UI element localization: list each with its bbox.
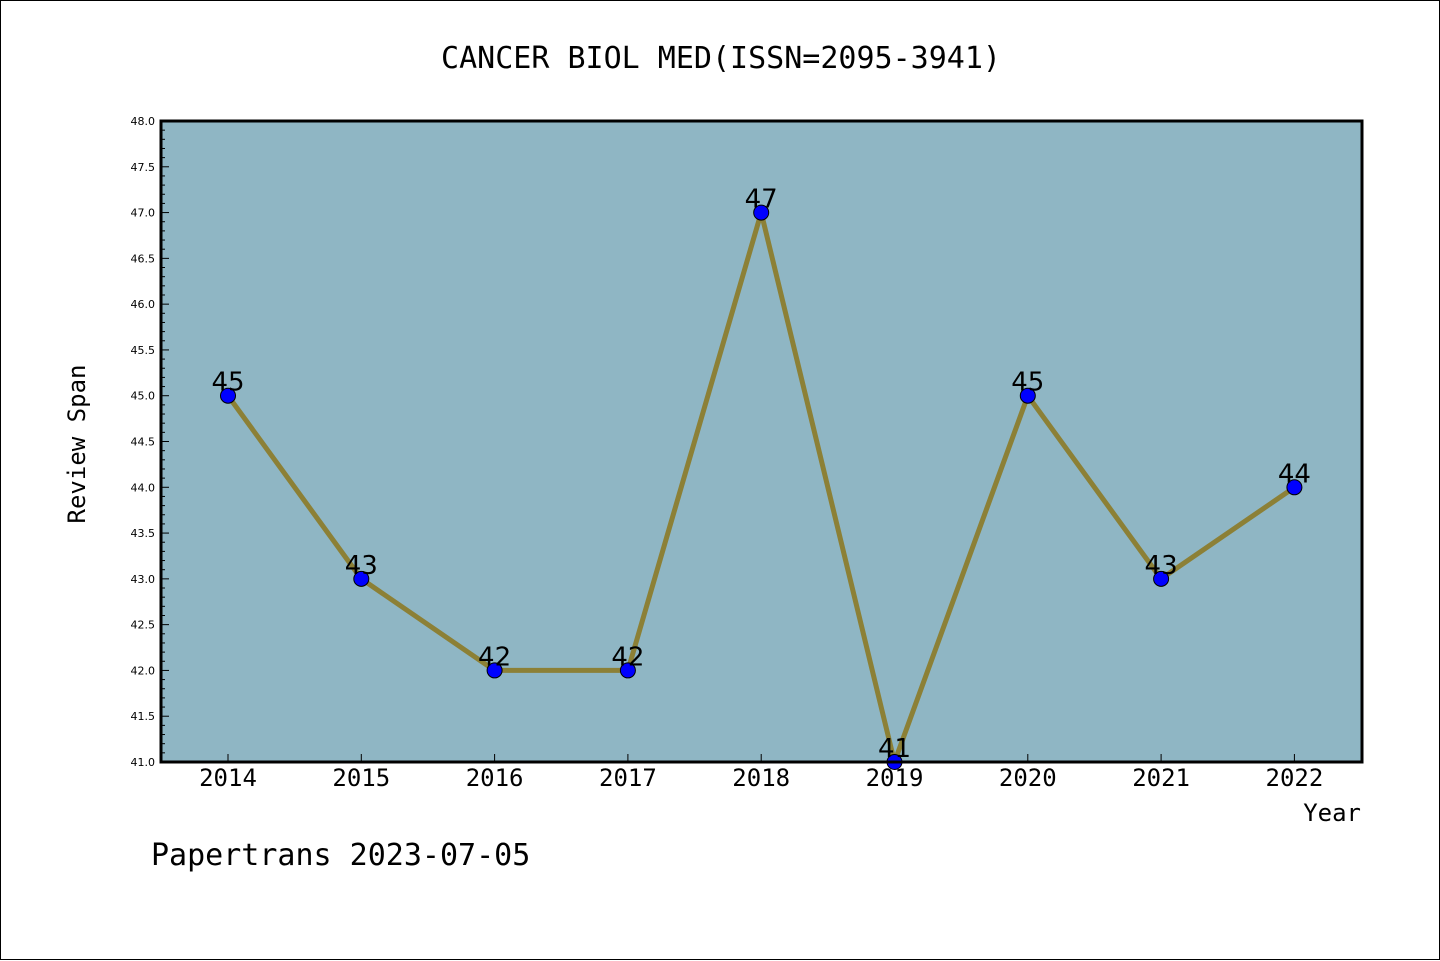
y-tick-label: 42.5 bbox=[131, 619, 156, 632]
y-tick-label: 44.0 bbox=[131, 481, 156, 494]
y-tick-label: 47.5 bbox=[131, 161, 156, 174]
y-tick-label: 46.0 bbox=[131, 298, 156, 311]
x-tick-label: 2015 bbox=[332, 764, 390, 792]
chart-title: CANCER BIOL MED(ISSN=2095-3941) bbox=[441, 41, 1001, 76]
data-point bbox=[353, 570, 370, 587]
data-label: 45 bbox=[1011, 368, 1044, 398]
x-tick-label: 2018 bbox=[732, 764, 790, 792]
data-labels: 45 43 42 42 47 41 45 43 44 bbox=[211, 185, 1310, 764]
y-tick-label: 46.5 bbox=[131, 252, 156, 265]
data-point bbox=[1153, 570, 1170, 587]
x-tick-label: 2020 bbox=[999, 764, 1057, 792]
y-axis-label: Review Span bbox=[63, 365, 91, 524]
data-label: 41 bbox=[878, 734, 911, 764]
y-tick-label: 43.0 bbox=[131, 573, 156, 586]
y-tick-label: 45.0 bbox=[131, 390, 156, 403]
data-label: 43 bbox=[345, 551, 378, 581]
data-point bbox=[619, 662, 636, 679]
y-axis: 41.0 41.5 42.0 42.5 43.0 43.5 44.0 44.5 45.0 45.5… bbox=[131, 115, 169, 769]
y-tick-label: 43.5 bbox=[131, 527, 156, 540]
data-point bbox=[1286, 479, 1303, 496]
y-tick-label: 48.0 bbox=[131, 115, 156, 128]
y-tick-label: 47.0 bbox=[131, 207, 156, 220]
data-point bbox=[486, 662, 503, 679]
plot-border bbox=[159, 119, 1364, 764]
data-point bbox=[1019, 387, 1036, 404]
data-label: 45 bbox=[211, 368, 244, 398]
data-label: 42 bbox=[478, 642, 511, 672]
data-point bbox=[753, 204, 770, 221]
x-tick-label: 2021 bbox=[1132, 764, 1190, 792]
x-tick-label: 2022 bbox=[1266, 764, 1324, 792]
x-tick-label: 2016 bbox=[466, 764, 524, 792]
data-points bbox=[220, 204, 1303, 770]
y-tick-label: 42.0 bbox=[131, 664, 156, 677]
data-label: 44 bbox=[1278, 459, 1311, 489]
plot-area bbox=[161, 121, 1362, 762]
x-tick-label: 2014 bbox=[199, 764, 257, 792]
x-tick-label: 2017 bbox=[599, 764, 657, 792]
data-label: 47 bbox=[745, 185, 778, 215]
data-point bbox=[220, 387, 236, 404]
footer-watermark: Papertrans 2023-07-05 bbox=[151, 838, 530, 873]
y-tick-label: 41.5 bbox=[131, 710, 156, 723]
y-tick-label: 45.5 bbox=[131, 344, 156, 357]
y-tick-label: 41.0 bbox=[131, 756, 156, 769]
data-label: 43 bbox=[1145, 551, 1178, 581]
x-axis: 2014 2015 2016 2017 2018 2019 2020 2021 2022 bbox=[199, 754, 1323, 792]
y-tick-label: 44.5 bbox=[131, 436, 156, 449]
x-axis-label: Year bbox=[1303, 799, 1361, 827]
data-label: 42 bbox=[611, 642, 644, 672]
